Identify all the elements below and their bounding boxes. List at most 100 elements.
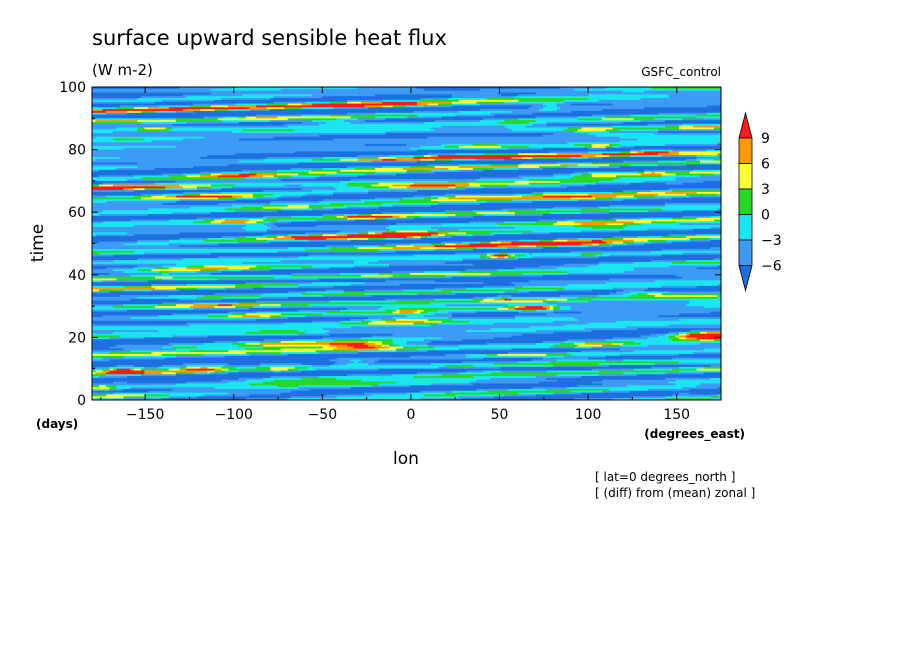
heatmap-cell-run [92, 254, 114, 257]
heatmap-cell-run [392, 374, 442, 377]
heatmap-cell-run [560, 164, 579, 167]
heatmap-cell-run [280, 304, 310, 307]
heatmap-cell-run [364, 144, 407, 147]
heatmap-cell-run [161, 372, 177, 375]
heatmap-cell-run [249, 307, 348, 311]
heatmap-cell-run [151, 352, 247, 355]
heatmap-cell-run [189, 206, 243, 209]
heatmap-cell-run [455, 252, 488, 255]
heatmap-cell-run [92, 123, 173, 127]
heatmap-cell-run [689, 171, 721, 174]
heatmap-cell-run [689, 331, 701, 335]
heatmap-cell-run [133, 188, 145, 191]
heatmap-cell-run [368, 341, 383, 344]
heatmap-cell-run [556, 304, 687, 307]
heatmap-cell-run [140, 121, 187, 125]
heatmap-cell-run [207, 155, 358, 158]
heatmap-cell-run [665, 202, 721, 206]
heatmap-cell-run [511, 254, 516, 257]
heatmap-cell-run [389, 186, 407, 189]
heatmap-cell-run [423, 121, 498, 125]
heatmap-cell-run [203, 295, 261, 298]
heatmap-cell-run [270, 315, 282, 318]
heatmap-cell-run [647, 337, 669, 340]
heatmap-cell-run [479, 202, 666, 206]
heatmap-cell-run [570, 173, 582, 176]
heatmap-cell-run [619, 140, 721, 143]
heatmap-cell-run [214, 368, 222, 371]
heatmap-cell-run [553, 331, 669, 335]
heatmap-cell-run [598, 363, 655, 366]
heatmap-cell-run [689, 330, 721, 333]
heatmap-cell-run [140, 96, 187, 99]
heatmap-cell-run [287, 234, 310, 237]
heatmap-cell-run [333, 138, 638, 141]
heatmap-cell-run [392, 215, 400, 219]
heatmap-cell-run [504, 101, 565, 104]
heatmap-cell-run [591, 289, 624, 292]
heatmap-cell-run [235, 366, 257, 370]
heatmap-cell-run [270, 366, 296, 370]
heatmap-cell-run [385, 133, 554, 136]
x-tick-label: −50 [308, 407, 338, 423]
heatmap-cell-run [430, 226, 516, 230]
heatmap-cell-run [123, 388, 173, 392]
heatmap-cell-run [479, 109, 540, 112]
heatmap-cell-run [556, 267, 635, 270]
x-axis: −150 −100 −50 0 50 100 150 [100, 87, 722, 423]
heatmap-cell-run [689, 333, 721, 336]
heatmap-cell-run [343, 291, 453, 294]
heatmap-cell-run [92, 387, 110, 390]
heatmap-cell-run [92, 230, 268, 233]
heatmap-cell-run [665, 191, 697, 195]
heatmap-cell-run [588, 133, 655, 136]
heatmap-cell-run [144, 370, 208, 373]
heatmap-cell-run [92, 223, 264, 226]
heatmap-cell-run [518, 245, 537, 248]
heatmap-cell-run [490, 164, 519, 167]
heatmap-cell-run [500, 241, 512, 244]
heatmap-cell-run [591, 219, 617, 222]
chart-units: (W m-2) [92, 61, 153, 79]
heatmap-cell-run [514, 284, 568, 287]
heatmap-cell-run [389, 228, 439, 232]
heatmap-cell-run [518, 164, 561, 167]
heatmap-cell-run [277, 219, 317, 222]
heatmap-cell-run [682, 276, 721, 279]
heatmap-cell-run [392, 204, 432, 208]
heatmap-cell-run [560, 87, 607, 90]
heatmap-cell-run [633, 221, 652, 224]
heatmap-cell-run [668, 381, 721, 384]
heatmap-cell-run [444, 261, 600, 265]
heatmap-cell-run [105, 385, 117, 388]
heatmap-cell-run [591, 330, 690, 333]
heatmap-cell-run [406, 105, 425, 108]
heatmap-cell-run [368, 344, 383, 347]
heatmap-cell-run [329, 344, 348, 347]
heatmap-cell-run [92, 140, 152, 143]
heatmap-cell-run [511, 298, 547, 301]
heatmap-cell-run [273, 175, 292, 178]
heatmap-cell-run [462, 241, 481, 244]
heatmap-cell-run [92, 151, 296, 154]
heatmap-cell-run [112, 138, 145, 141]
heatmap-cell-run [574, 398, 614, 400]
heatmap-cell-run [214, 99, 348, 103]
heatmap-cell-run [612, 127, 680, 130]
heatmap-cell-run [109, 359, 331, 362]
heatmap-cell-run [326, 245, 355, 248]
heatmap-cell-run [644, 107, 721, 110]
heatmap-cell-run [588, 98, 642, 101]
heatmap-cell-run [301, 121, 327, 125]
heatmap-cell-run [679, 353, 721, 357]
heatmap-cell-run [92, 234, 96, 237]
heatmap-cell-run [315, 341, 369, 344]
heatmap-cell-run [710, 398, 721, 400]
heatmap-cell-run [633, 241, 652, 244]
heatmap-cell-run [319, 352, 358, 355]
heatmap-cell-run [92, 206, 191, 209]
x-tick-label: 150 [663, 407, 690, 423]
heatmap-cell-run [92, 398, 124, 400]
heatmap-cell-run [92, 322, 187, 325]
heatmap-cell-run [196, 396, 292, 399]
